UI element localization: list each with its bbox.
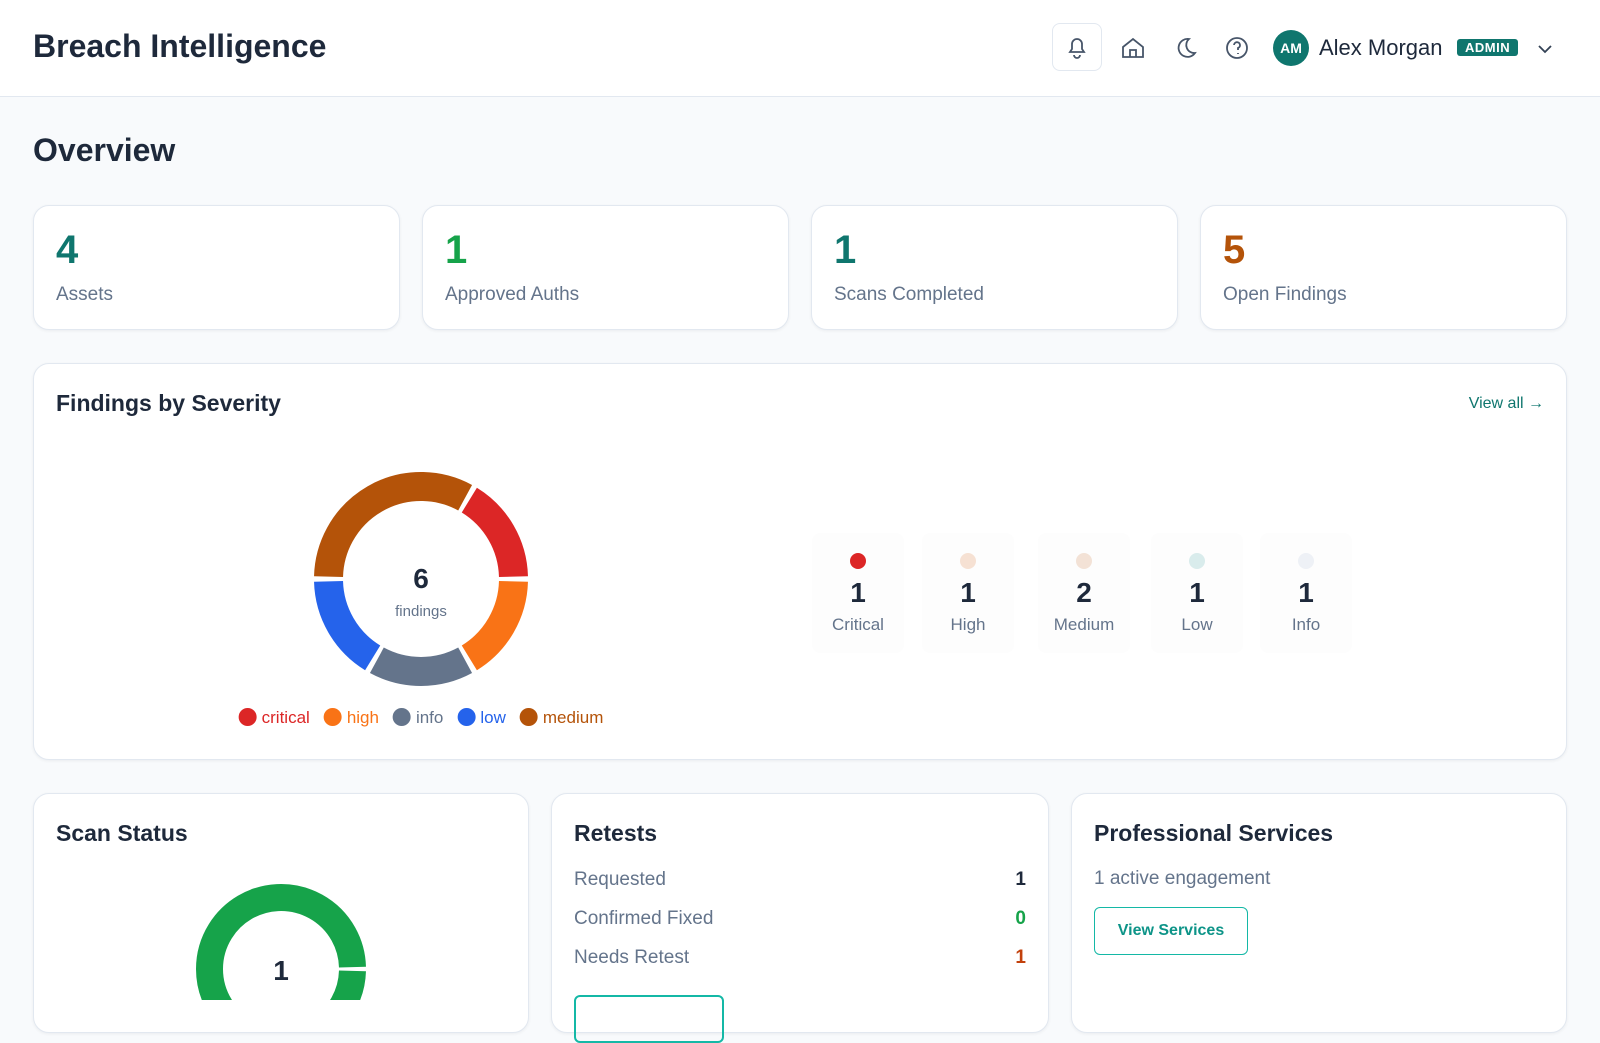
view-all-link[interactable]: View all → xyxy=(1468,395,1544,412)
severity-count: 1 xyxy=(850,577,866,608)
stat-label: Approved Auths xyxy=(445,284,580,305)
severity-dot xyxy=(1189,553,1205,569)
avatar[interactable]: AM xyxy=(1273,30,1309,66)
retest-label: Requested xyxy=(574,869,666,890)
bell-icon xyxy=(1068,38,1086,59)
header: Breach Intelligence AM Alex Morgan ADMIN xyxy=(0,0,1600,97)
services-card: Professional Services 1 active engagemen… xyxy=(1071,793,1567,1033)
panel-title: Findings by Severity xyxy=(56,390,281,416)
stat-card: 5 Open Findings xyxy=(1200,205,1567,330)
stat-label: Open Findings xyxy=(1223,284,1347,305)
severity-tile: 1 Low xyxy=(1151,533,1243,653)
role-badge: ADMIN xyxy=(1457,39,1519,56)
stat-value: 1 xyxy=(445,228,468,272)
help-button[interactable] xyxy=(1224,35,1250,61)
retest-value: 1 xyxy=(1015,869,1026,890)
severity-count: 1 xyxy=(1298,577,1314,608)
severity-label: Low xyxy=(1181,615,1213,634)
severity-label: High xyxy=(950,615,986,634)
page-title: Overview xyxy=(33,132,176,168)
legend-item: info xyxy=(392,708,444,728)
legend-swatch xyxy=(392,708,411,726)
legend-item: low xyxy=(457,708,506,728)
severity-label: Critical xyxy=(832,615,884,634)
services-text: 1 active engagement xyxy=(1094,868,1271,889)
retests-card: Retests Requested 1 Confirmed Fixed 0 Needs … xyxy=(551,793,1049,1043)
stat-card: 4 Assets xyxy=(33,205,400,330)
retest-button[interactable] xyxy=(574,995,724,1043)
severity-tile: 1 High xyxy=(922,533,1014,653)
retest-value: 0 xyxy=(1015,908,1026,929)
stat-value: 1 xyxy=(834,228,857,272)
stat-label: Scans Completed xyxy=(834,284,984,305)
scan-status-card: Scan Status xyxy=(33,793,529,1033)
stat-label: Assets xyxy=(56,284,114,305)
panel-title: Retests xyxy=(574,820,658,846)
notifications-button[interactable] xyxy=(1052,23,1102,71)
theme-button[interactable] xyxy=(1172,35,1198,61)
severity-count: 1 xyxy=(960,577,976,608)
retest-value: 1 xyxy=(1015,947,1026,968)
legend-item: medium xyxy=(519,708,604,728)
home-button[interactable] xyxy=(1120,35,1146,61)
user-menu-caret[interactable] xyxy=(1536,40,1554,58)
legend-label: high xyxy=(346,708,379,727)
legend-label: low xyxy=(480,708,506,727)
legend: critical high info low medium xyxy=(238,708,604,728)
stat-card: 1 Scans Completed xyxy=(811,205,1178,330)
legend-label: critical xyxy=(261,708,310,727)
legend-item: high xyxy=(323,708,379,728)
view-services-button[interactable]: View Services xyxy=(1094,907,1248,955)
stat-card: 1 Approved Auths xyxy=(422,205,789,330)
legend-label: info xyxy=(415,708,444,727)
severity-count: 2 xyxy=(1076,577,1092,608)
retest-label: Confirmed Fixed xyxy=(574,908,714,929)
legend-swatch xyxy=(519,708,538,726)
retest-label: Needs Retest xyxy=(574,947,690,968)
legend-swatch xyxy=(457,708,476,726)
user-name[interactable]: Alex Morgan xyxy=(1319,35,1443,60)
severity-dot xyxy=(960,553,976,569)
severity-tile: 1 Info xyxy=(1260,533,1352,653)
severity-tile: 1 Critical xyxy=(812,533,904,653)
legend-label: medium xyxy=(542,708,604,727)
severity-dot xyxy=(1298,553,1314,569)
severity-tile: 2 Medium xyxy=(1038,533,1130,653)
severity-label: Info xyxy=(1291,615,1321,634)
stat-value: 5 xyxy=(1223,228,1246,272)
stat-value: 4 xyxy=(56,228,79,272)
panel-title: Scan Status xyxy=(56,820,188,846)
app-title: Breach Intelligence xyxy=(33,28,327,64)
panel-title: Professional Services xyxy=(1094,820,1334,846)
legend-item: critical xyxy=(238,708,310,728)
legend-swatch xyxy=(238,708,257,726)
legend-swatch xyxy=(323,708,342,726)
severity-label: Medium xyxy=(1053,615,1115,634)
severity-count: 1 xyxy=(1189,577,1205,608)
severity-dot xyxy=(1076,553,1092,569)
severity-dot xyxy=(850,553,866,569)
